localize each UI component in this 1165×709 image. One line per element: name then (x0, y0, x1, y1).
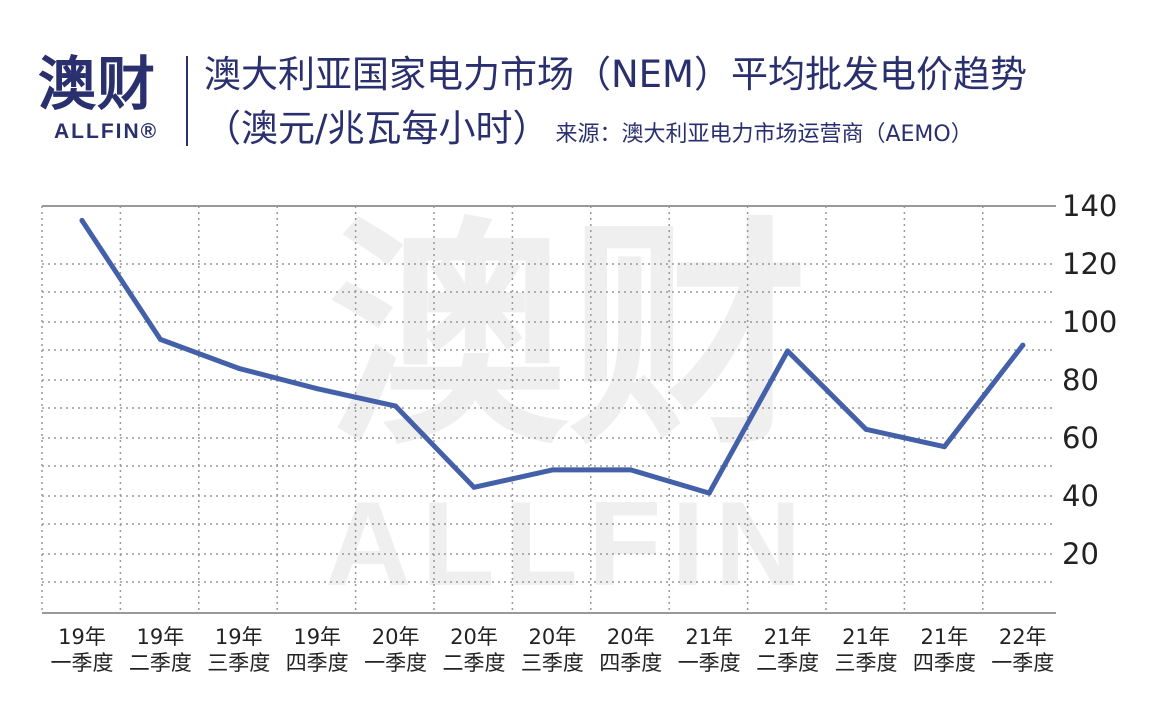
x-tick-quarter: 四季度 (599, 651, 662, 675)
data-point (706, 490, 712, 496)
x-axis-ticks: 19年一季度19年二季度19年三季度19年四季度20年一季度20年二季度20年三… (51, 625, 1055, 675)
x-tick-quarter: 二季度 (443, 651, 506, 675)
y-tick-label: 20 (1062, 537, 1099, 571)
data-point (393, 403, 399, 409)
y-tick-label: 140 (1062, 189, 1117, 223)
x-tick-year: 22年 (999, 625, 1047, 649)
x-tick-year: 19年 (137, 625, 185, 649)
chart-title: 澳大利亚国家电力市场（NEM）平均批发电价趋势 (204, 53, 1027, 96)
chart-source: 来源：澳大利亚电力市场运营商（AEMO） (555, 122, 973, 147)
x-tick-quarter: 三季度 (521, 651, 584, 675)
y-axis-ticks: 20 40 60 80 100 120 140 (1062, 189, 1117, 571)
logo-chinese-text: 澳财 (38, 50, 157, 118)
y-tick-label: 60 (1062, 421, 1099, 455)
x-tick-year: 20年 (372, 625, 420, 649)
data-point (236, 365, 242, 371)
x-tick-year: 21年 (921, 625, 969, 649)
x-tick-quarter: 二季度 (756, 651, 819, 675)
x-tick-year: 20年 (450, 625, 498, 649)
y-tick-label: 120 (1062, 247, 1117, 281)
x-tick-year: 21年 (764, 625, 812, 649)
y-tick-label: 40 (1062, 479, 1099, 513)
x-tick-year: 19年 (293, 625, 341, 649)
data-point (471, 484, 477, 490)
x-tick-year: 21年 (685, 625, 733, 649)
series-layer (79, 218, 1026, 496)
chart-subtitle: （澳元/兆瓦每小时） 来源：澳大利亚电力市场运营商（AEMO） (204, 104, 973, 161)
x-tick-year: 20年 (607, 625, 655, 649)
x-tick-quarter: 一季度 (991, 651, 1054, 675)
data-point (314, 386, 320, 392)
data-point (863, 426, 869, 432)
data-point (157, 336, 163, 342)
data-point (941, 444, 947, 450)
x-tick-quarter: 四季度 (913, 651, 976, 675)
x-tick-quarter: 三季度 (835, 651, 898, 675)
x-tick-year: 20年 (529, 625, 577, 649)
x-tick-quarter: 一季度 (51, 651, 114, 675)
x-tick-quarter: 二季度 (129, 651, 192, 675)
y-tick-label: 80 (1062, 363, 1099, 397)
brand-logo: 澳财 ALLFIN® (38, 52, 178, 152)
data-point (79, 218, 85, 223)
watermark-english: ALLFIN (325, 477, 812, 611)
y-tick-label: 100 (1062, 305, 1117, 339)
x-tick-quarter: 一季度 (678, 651, 741, 675)
x-tick-quarter: 四季度 (286, 651, 349, 675)
watermark-chinese: 澳财 (328, 197, 808, 477)
x-tick-year: 19年 (215, 625, 263, 649)
data-point (549, 467, 555, 473)
x-tick-quarter: 一季度 (364, 651, 427, 675)
x-tick-year: 19年 (58, 625, 106, 649)
data-point (628, 467, 634, 473)
logo-english-text: ALLFIN® (54, 120, 159, 143)
data-point (1020, 342, 1026, 348)
gridlines (41, 205, 1056, 614)
x-tick-year: 21年 (842, 625, 890, 649)
x-tick-quarter: 三季度 (207, 651, 270, 675)
chart-unit: （澳元/兆瓦每小时） (204, 107, 550, 150)
data-point (785, 348, 791, 354)
header-divider (186, 56, 188, 146)
